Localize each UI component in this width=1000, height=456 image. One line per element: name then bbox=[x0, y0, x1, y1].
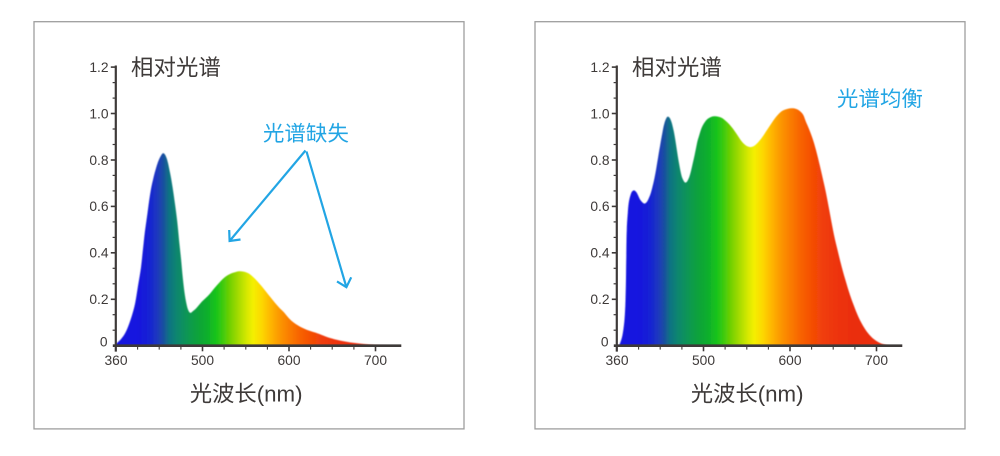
svg-text:0.2: 0.2 bbox=[590, 292, 609, 307]
svg-text:1.2: 1.2 bbox=[89, 60, 108, 75]
svg-text:1.2: 1.2 bbox=[590, 60, 609, 75]
svg-text:(nm): (nm) bbox=[257, 381, 303, 406]
svg-text:600: 600 bbox=[778, 353, 801, 368]
svg-text:0.8: 0.8 bbox=[89, 153, 109, 168]
svg-text:1.0: 1.0 bbox=[89, 106, 109, 121]
svg-text:700: 700 bbox=[865, 353, 888, 368]
svg-text:500: 500 bbox=[692, 353, 715, 368]
svg-text:0.4: 0.4 bbox=[590, 246, 610, 261]
svg-text:700: 700 bbox=[364, 353, 387, 368]
svg-text:360: 360 bbox=[104, 353, 127, 368]
svg-text:0: 0 bbox=[100, 335, 108, 350]
svg-text:500: 500 bbox=[191, 353, 214, 368]
svg-text:1.0: 1.0 bbox=[590, 106, 610, 121]
svg-text:0.6: 0.6 bbox=[89, 199, 109, 214]
svg-text:0.2: 0.2 bbox=[89, 292, 108, 307]
svg-text:0: 0 bbox=[601, 335, 609, 350]
svg-text:0.4: 0.4 bbox=[89, 246, 109, 261]
svg-text:0.6: 0.6 bbox=[590, 199, 610, 214]
svg-text:0.8: 0.8 bbox=[590, 153, 610, 168]
svg-text:360: 360 bbox=[605, 353, 628, 368]
svg-text:600: 600 bbox=[277, 353, 300, 368]
svg-text:(nm): (nm) bbox=[758, 381, 804, 406]
